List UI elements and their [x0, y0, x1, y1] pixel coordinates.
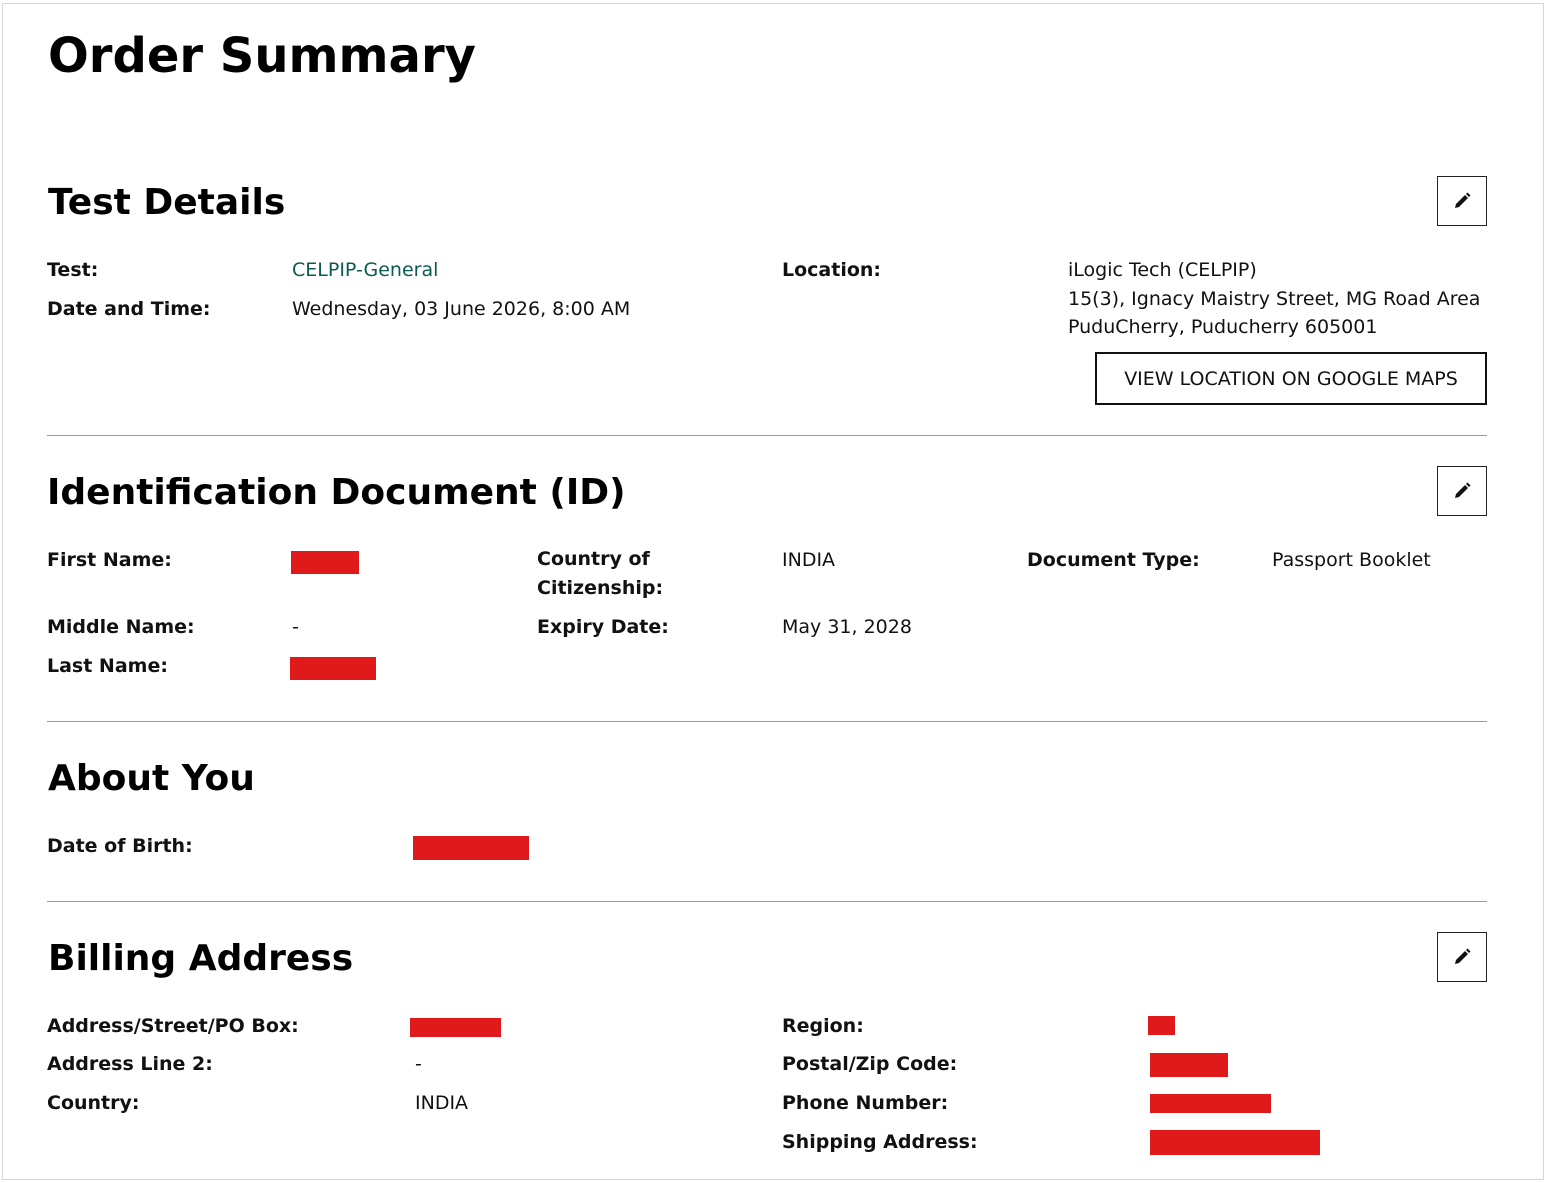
section-title-billing: Billing Address	[48, 938, 354, 979]
region-redacted	[1148, 1016, 1175, 1035]
country-label: Country:	[47, 1092, 140, 1114]
section-title-identification: Identification Document (ID)	[47, 472, 626, 513]
shipping-address-redacted	[1150, 1130, 1320, 1155]
location-city: PuduCherry, Puducherry 605001	[1068, 316, 1378, 338]
pencil-icon	[1455, 482, 1471, 498]
phone-number-label: Phone Number:	[782, 1092, 949, 1114]
divider	[47, 721, 1487, 722]
dob-label: Date of Birth:	[47, 835, 193, 857]
datetime-value: Wednesday, 03 June 2026, 8:00 AM	[292, 298, 631, 320]
divider	[47, 435, 1487, 436]
postal-code-label: Postal/Zip Code:	[782, 1053, 958, 1075]
shipping-address-label: Shipping Address:	[782, 1131, 978, 1153]
country-value: INDIA	[415, 1092, 469, 1114]
document-type-value: Passport Booklet	[1272, 549, 1431, 571]
middle-name-value: -	[292, 616, 299, 638]
region-label: Region:	[782, 1015, 864, 1037]
test-value: CELPIP-General	[292, 259, 439, 281]
citizenship-label: Country of Citizenship:	[537, 548, 664, 599]
postal-code-redacted	[1150, 1053, 1228, 1077]
document-type-label: Document Type:	[1027, 549, 1200, 571]
location-street: 15(3), Ignacy Maistry Street, MG Road Ar…	[1068, 288, 1481, 310]
phone-number-redacted	[1150, 1094, 1271, 1113]
pencil-icon	[1455, 948, 1471, 964]
last-name-label: Last Name:	[47, 655, 168, 677]
divider	[47, 901, 1487, 902]
middle-name-label: Middle Name:	[47, 616, 195, 638]
test-label: Test:	[47, 259, 99, 281]
dob-redacted	[413, 836, 529, 860]
last-name-redacted	[290, 657, 376, 680]
section-title-about-you: About You	[48, 758, 255, 799]
page-title: Order Summary	[48, 28, 476, 84]
edit-identification-button[interactable]	[1437, 466, 1487, 516]
first-name-label: First Name:	[47, 549, 172, 571]
address-line2-label: Address Line 2:	[47, 1053, 213, 1075]
edit-test-details-button[interactable]	[1437, 176, 1487, 226]
edit-billing-button[interactable]	[1437, 932, 1487, 982]
address-line2-value: -	[415, 1053, 422, 1075]
page-frame	[2, 3, 1544, 1180]
expiry-date-label: Expiry Date:	[537, 616, 669, 638]
address-label: Address/Street/PO Box:	[47, 1015, 299, 1037]
location-name: iLogic Tech (CELPIP)	[1068, 259, 1257, 281]
expiry-date-value: May 31, 2028	[782, 616, 912, 638]
citizenship-value: INDIA	[782, 549, 836, 571]
pencil-icon	[1455, 192, 1471, 208]
section-title-test-details: Test Details	[48, 182, 286, 223]
datetime-label: Date and Time:	[47, 298, 211, 320]
view-location-google-maps-button[interactable]: VIEW LOCATION ON GOOGLE MAPS	[1095, 352, 1487, 405]
location-label: Location:	[782, 259, 882, 281]
address-redacted	[410, 1018, 501, 1037]
first-name-redacted	[291, 551, 359, 574]
